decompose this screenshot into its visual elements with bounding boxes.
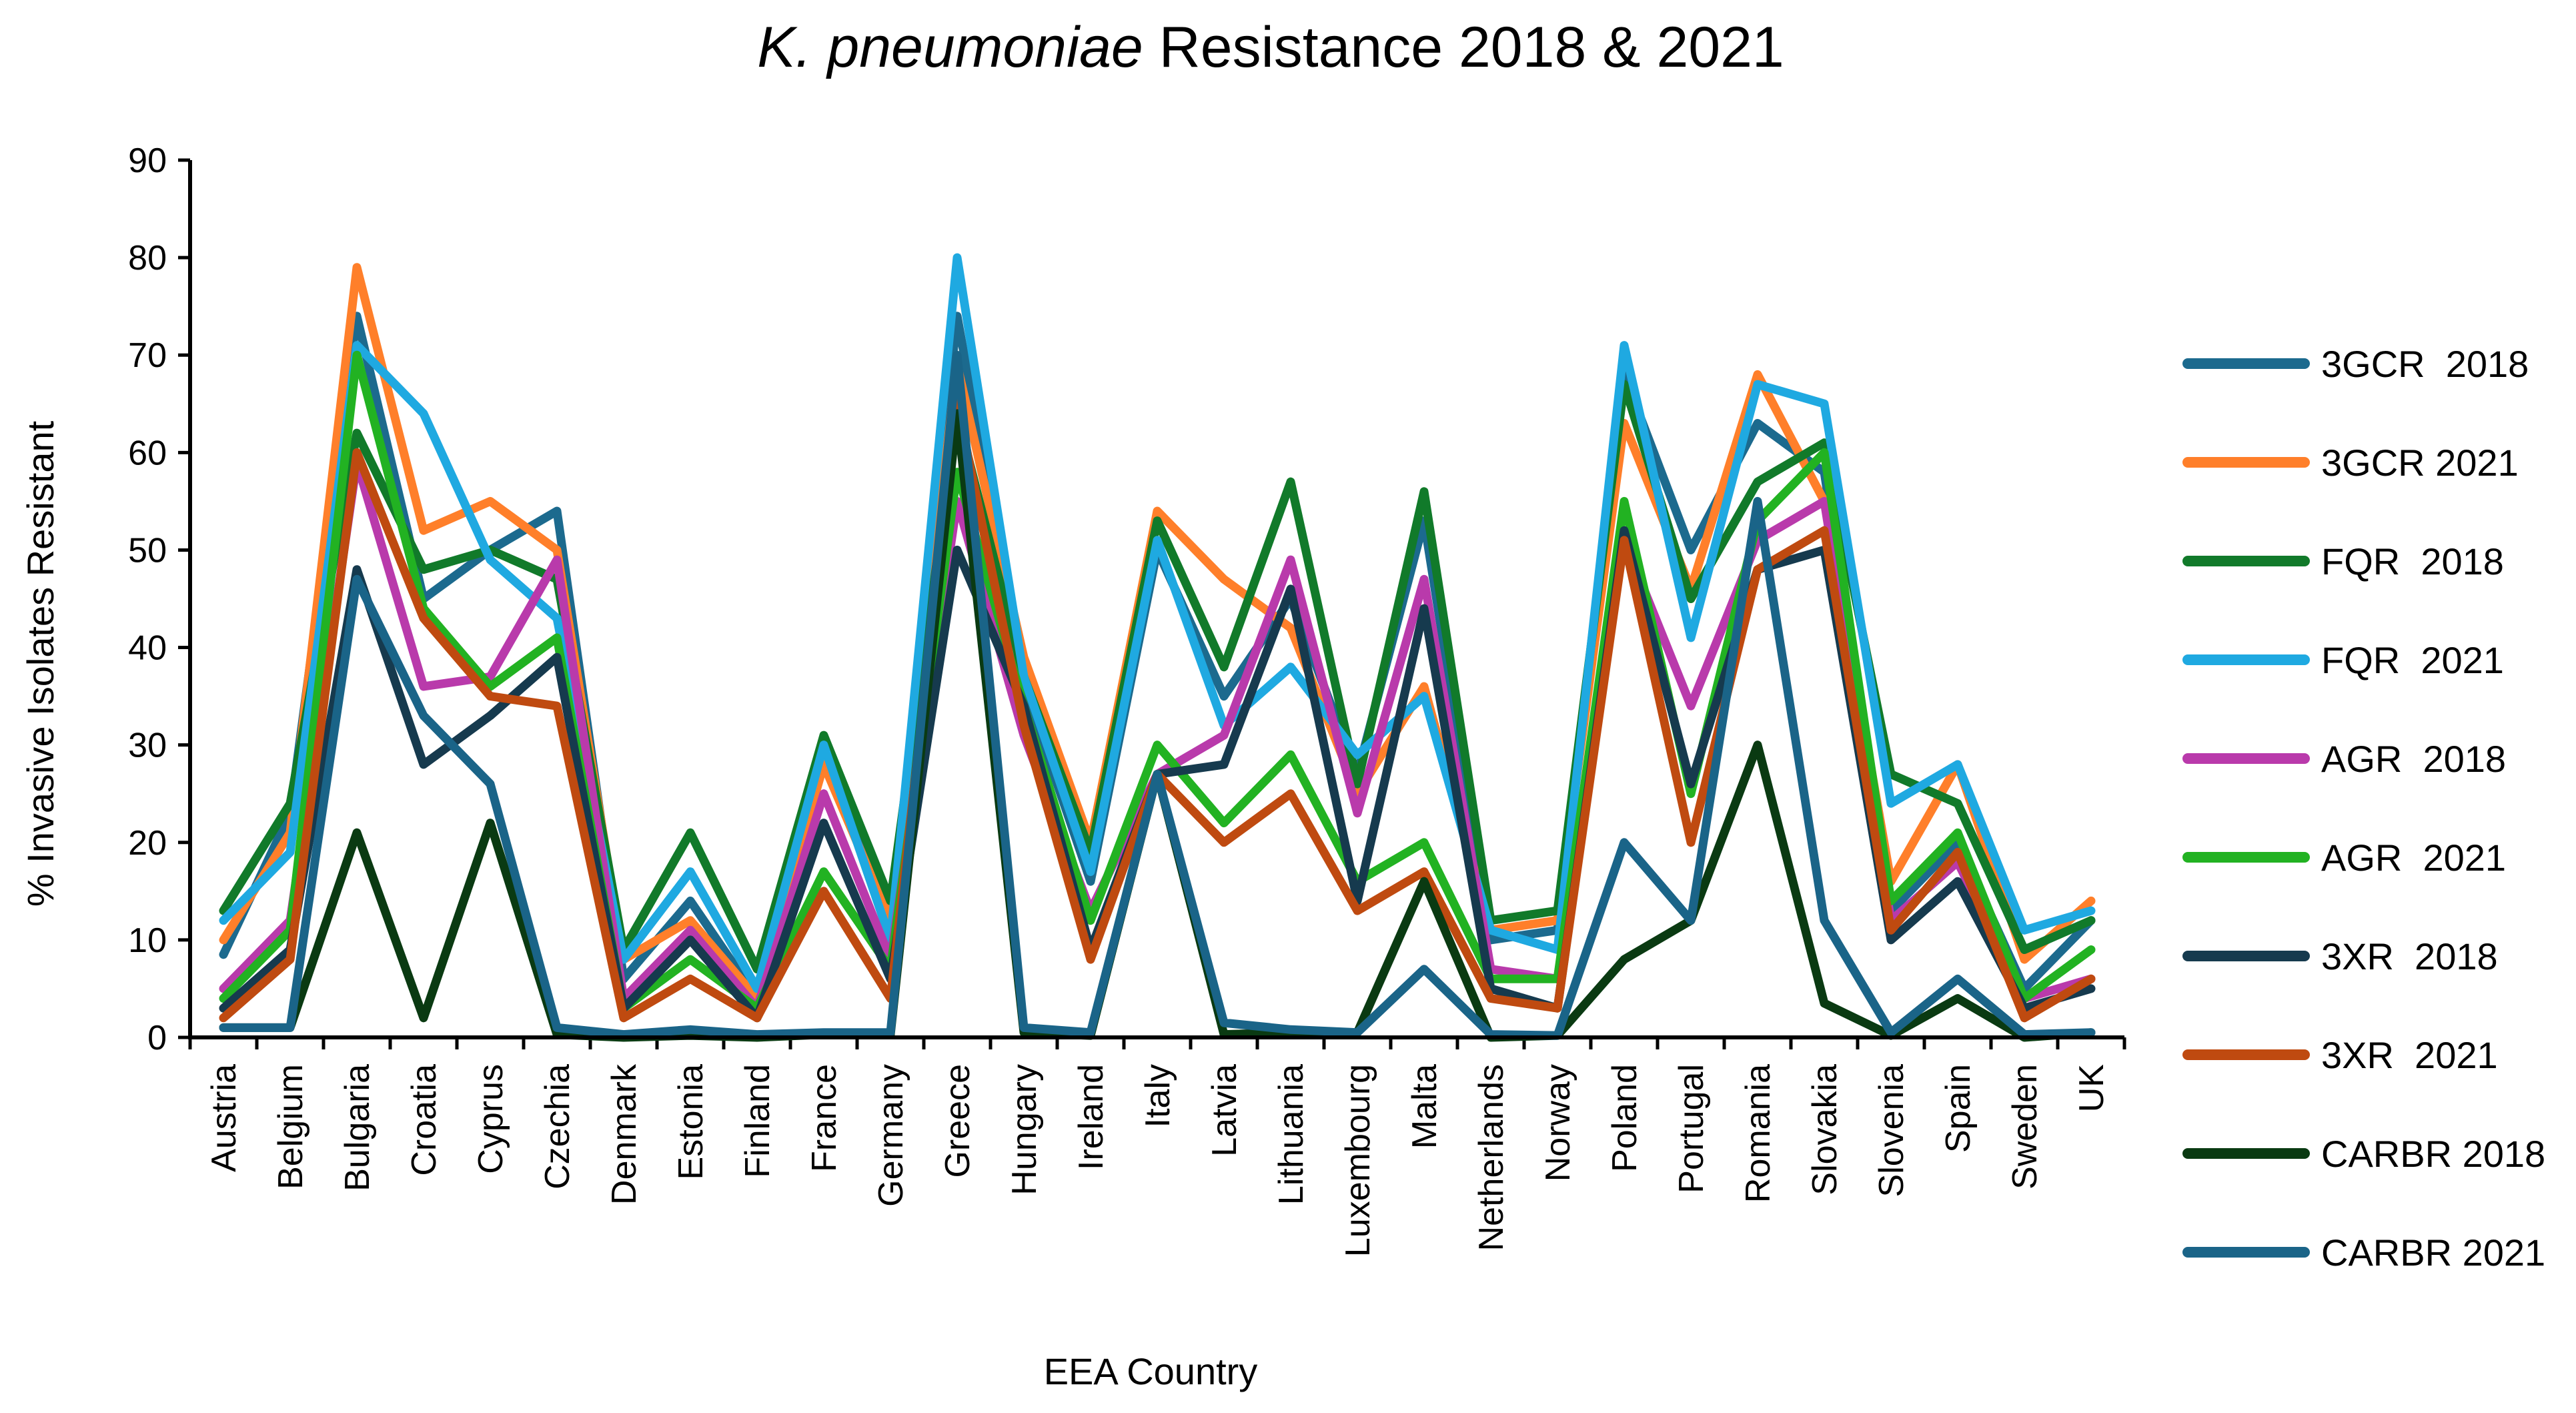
x-tick-label: Slovenia (1872, 1064, 1911, 1198)
series-line-3gcr-2021 (219, 263, 2096, 1003)
x-tick-label: Hungary (1005, 1064, 1044, 1196)
x-tick-label: Malta (1405, 1064, 1444, 1149)
legend-label: 3GCR 2018 (2321, 343, 2529, 385)
y-tick-label: 60 (128, 434, 167, 472)
x-tick-label: Denmark (605, 1063, 644, 1205)
x-tick-label: Bulgaria (338, 1064, 377, 1192)
x-tick-label: Slovakia (1806, 1064, 1844, 1196)
x-tick-label: Netherlands (1472, 1064, 1511, 1251)
series-line-carbr-2021 (219, 350, 2096, 1040)
series-line-agr-2021 (219, 350, 2096, 1013)
legend-label: CARBR 2018 (2321, 1133, 2545, 1175)
legend-label: FQR 2018 (2321, 540, 2504, 582)
x-tick-label: Cyprus (472, 1064, 510, 1174)
chart-title-rest: Resistance 2018 & 2021 (1143, 15, 1784, 79)
x-axis-title: EEA Country (1044, 1350, 1258, 1392)
legend-label: AGR 2021 (2321, 837, 2506, 879)
y-tick-label: 90 (128, 141, 167, 180)
x-tick-label: Estonia (672, 1064, 710, 1180)
chart-title-italic: K. pneumoniae (757, 15, 1143, 79)
legend-label: 3GCR 2021 (2321, 442, 2519, 484)
x-tick-label: Norway (1539, 1064, 1577, 1182)
x-tick-label: Greece (938, 1064, 977, 1178)
x-tick-label: Portugal (1672, 1064, 1711, 1194)
x-tick-label: UK (2072, 1064, 2111, 1113)
x-tick-label: Italy (1139, 1064, 1177, 1127)
x-tick-label: Ireland (1072, 1064, 1111, 1170)
x-tick-label: Latvia (1205, 1064, 1244, 1157)
legend-label: CARBR 2021 (2321, 1232, 2545, 1274)
y-tick-label: 0 (147, 1019, 167, 1057)
legend-label: 3XR 2021 (2321, 1034, 2498, 1076)
y-tick-label: 40 (128, 629, 167, 668)
x-tick-label: Croatia (405, 1064, 444, 1176)
x-tick-label: Luxembourg (1339, 1064, 1377, 1257)
series-line-fqr-2018 (219, 380, 2096, 974)
x-tick-label: Austria (205, 1064, 243, 1172)
x-tick-label: Czechia (538, 1064, 577, 1190)
legend-label: AGR 2018 (2321, 738, 2506, 780)
legend-label: FQR 2021 (2321, 639, 2504, 681)
y-axis-title: % Invasive Isolates Resistant (19, 420, 61, 907)
y-tick-label: 70 (128, 336, 167, 375)
x-tick-label: Sweden (2006, 1064, 2044, 1190)
x-tick-label: Belgium (271, 1064, 310, 1190)
y-tick-label: 80 (128, 239, 167, 278)
y-tick-label: 50 (128, 531, 167, 570)
series-line-3xr-2021 (219, 399, 2096, 1023)
legend-label: 3XR 2018 (2321, 935, 2498, 977)
y-tick-label: 30 (128, 727, 167, 765)
x-tick-label: France (805, 1064, 844, 1172)
x-tick-label: Poland (1605, 1064, 1644, 1172)
x-tick-label: Germany (872, 1064, 910, 1207)
chart-title: K. pneumoniae Resistance 2018 & 2021 (757, 15, 1784, 79)
y-tick-label: 20 (128, 824, 167, 863)
x-tick-label: Finland (738, 1064, 777, 1178)
y-tick-label: 10 (128, 921, 167, 960)
x-tick-label: Romania (1739, 1064, 1778, 1203)
x-tick-label: Spain (1939, 1064, 1978, 1153)
legend: 3GCR 2018 3GCR 2021 FQR 2018 FQR 2021 AGR 20… (2182, 343, 2545, 1274)
x-tick-label: Lithuania (1272, 1064, 1311, 1205)
